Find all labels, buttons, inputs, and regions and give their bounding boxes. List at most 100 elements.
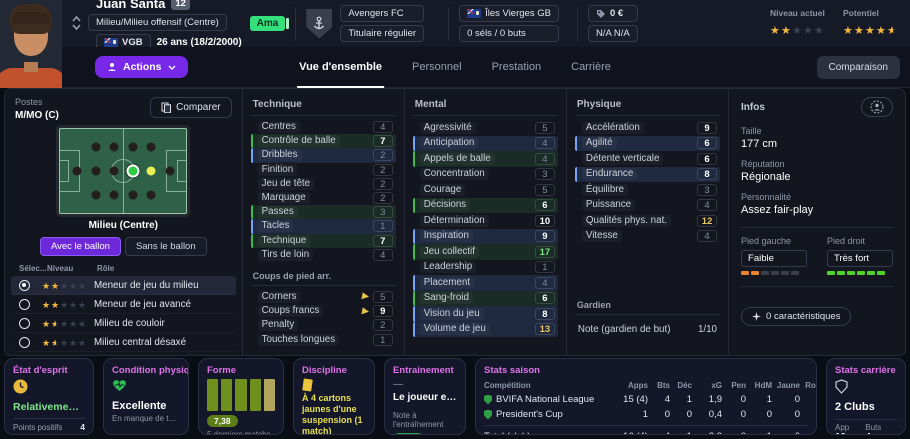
role-row[interactable]: ★★★★★★★★★★Meneur de jeu avancé [11,295,236,314]
star-icon: ★★ [865,25,875,37]
attribute-label: Tirs de loin [257,248,314,261]
form-match-bar [235,379,247,411]
role-name: Milieu de couloir [94,317,165,329]
attribute-row: Équilibre 3 [575,182,720,198]
star-icon: ★★ [42,338,51,348]
tab-carri-re[interactable]: Carrière [571,60,611,73]
career-stats-card[interactable]: Stats carrière 2 Clubs App19 Buts4 [826,358,906,435]
star-icon: ★★ [51,300,60,310]
attribute-row: Anticipation 4 [412,135,558,151]
attribute-row: Volume de jeu 13 [412,321,558,337]
position-dot [128,190,138,200]
discipline-text: À 4 cartons jaunes d'une suspension (1 m… [302,393,363,435]
goalkeeper-title: Gardien [574,294,721,315]
attribute-label: Qualités phys. nat. [581,214,672,227]
role-row[interactable]: ★★★★★★★★★★Milieu axial [11,352,236,357]
divider [576,6,578,41]
without-ball-toggle[interactable]: Sans le ballon [124,237,207,256]
tab-vue-d-ensemble[interactable]: Vue d'ensemble [297,47,385,88]
attribute-label: Touches longues [257,333,340,346]
attribute-value: 2 [372,163,393,176]
attribute-row: Détermination 10 [413,213,558,229]
positive-points-value: 4 [80,422,85,432]
with-ball-toggle[interactable]: Avec le ballon [39,237,121,256]
infos-title: Infos [741,101,765,113]
career-clubs: 2 Clubs [835,401,875,413]
player-cycle-buttons[interactable] [70,15,82,30]
stat-cell: 0 [794,409,800,420]
person-circle-icon [870,100,884,114]
mood-card[interactable]: État d'esprit Relativement ... Points po… [4,358,94,435]
attribute-label: Détente verticale [581,152,664,165]
season-stats-header: CompétitionAppsBtsDécxGPenHdMJauneRougeN… [484,379,816,392]
competition-cell: BVIFA National League [484,393,612,406]
vgb-flag-icon [104,38,118,47]
divider [295,6,297,41]
attribute-row: Inspiration 9 [412,228,558,244]
attribute-value: 4 [534,152,555,165]
condition-card[interactable]: Condition physique Excellente En manque … [103,358,189,435]
attribute-row: Puissance 4 [575,198,720,214]
attribute-value: 1 [372,220,393,233]
season-stats-card[interactable]: Stats saison Compétition Apps Bts Déc xG Pen H… [475,358,817,435]
position-dot [91,190,101,200]
compare-label: Comparer [176,102,221,113]
form-card[interactable]: Forme 7,38 5 derniers matchs [198,358,284,435]
attribute-row: Marquage 2 [251,191,396,205]
potential-stars: ★ ★ ★ ★ ★ ★ ★ ★ ★ ★ [843,21,898,39]
star-rating: ★★★★★★★★★★ [42,338,87,348]
role-row[interactable]: ★★★★★★★★★★Milieu central désaxé [11,333,236,352]
stat-cell: 0 [740,409,746,420]
current-ability-label: Niveau actuel [770,8,825,18]
stat-col-header: Pen [731,381,746,390]
role-row[interactable]: ★★★★★★★★★★Milieu de couloir [11,314,236,333]
role-row[interactable]: ★★★★★★★★★★Meneur de jeu du milieu [11,276,236,295]
player-header: Juan Santa 12 Milieu/Milieu offensif (Ce… [0,0,910,88]
attribute-label: Inspiration [419,230,473,243]
star-icon: ★★ [69,300,78,310]
traits-button[interactable]: 0 caractéristiques [741,307,852,326]
set-pieces-title: Coups de pied arr. [250,265,396,286]
transfer-value-pill: 0 € [587,5,638,22]
tab-personnel[interactable]: Personnel [412,60,462,73]
attribute-label: Puissance [581,199,636,212]
position-dot [72,166,82,176]
attribute-row: Touches longues 1 [251,332,396,346]
stat-cell: 4 [664,394,670,405]
tab-prestation[interactable]: Prestation [491,60,542,73]
yellow-card-icon [302,378,313,392]
role-name: Meneur de jeu du milieu [94,279,199,291]
stat-cell: 0 [664,409,670,420]
positions-title: Postes [15,97,43,107]
current-ability-stars: ★★★★★★★★★★ [770,21,825,39]
attribute-label: Contrôle de balle [257,135,340,148]
stat-cell: 0,4 [708,409,722,420]
role-radio[interactable] [19,298,30,310]
position-dot [91,142,101,152]
attribute-label: Endurance [581,168,638,181]
club-name-pill[interactable]: Avengers FC [340,5,425,22]
discipline-card[interactable]: Discipline À 4 cartons jaunes d'une susp… [293,358,375,435]
actions-button[interactable]: Actions [95,56,188,78]
training-card[interactable]: Entrainement — Le joueur est ré... Note … [384,358,466,435]
attribute-row: Jeu de tête 2 [251,177,396,191]
role-radio[interactable] [19,279,30,291]
attribute-row: Qualités phys. nat. 12 [575,213,720,229]
left-foot-value: Faible [741,250,808,267]
attribute-label: Placement [419,276,475,289]
comparison-button[interactable]: Comparaison [816,56,900,79]
stat-col-header: Bts [657,381,670,390]
role-radio[interactable] [19,356,30,357]
person-icon [108,63,116,71]
documents-icon [161,102,172,113]
compare-button[interactable]: Comparer [150,97,232,118]
technical-title: Technique [250,95,396,116]
stat-cell: 16 (4) [612,430,648,434]
player-profile-icon-button[interactable] [861,97,894,117]
position-pitch-map [59,128,188,214]
role-radio[interactable] [19,317,30,329]
role-radio[interactable] [19,336,30,348]
